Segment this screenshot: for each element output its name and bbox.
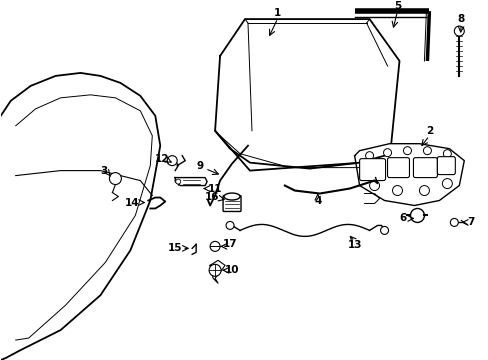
Circle shape bbox=[380, 226, 388, 234]
Text: 13: 13 bbox=[346, 240, 361, 250]
Circle shape bbox=[383, 149, 391, 157]
Circle shape bbox=[423, 147, 430, 155]
Text: 5: 5 bbox=[393, 1, 400, 11]
Circle shape bbox=[442, 179, 451, 189]
Text: 7: 7 bbox=[467, 217, 474, 228]
Text: 9: 9 bbox=[196, 161, 203, 171]
Circle shape bbox=[209, 264, 221, 276]
Circle shape bbox=[109, 172, 121, 185]
Polygon shape bbox=[354, 144, 463, 206]
Circle shape bbox=[365, 152, 373, 159]
Circle shape bbox=[225, 221, 234, 229]
Text: 2: 2 bbox=[425, 126, 432, 136]
Circle shape bbox=[443, 150, 450, 158]
Text: 10: 10 bbox=[224, 265, 239, 275]
Circle shape bbox=[409, 208, 424, 222]
Circle shape bbox=[403, 147, 410, 155]
Polygon shape bbox=[1, 73, 160, 360]
Text: 3: 3 bbox=[100, 166, 107, 176]
Circle shape bbox=[419, 185, 428, 195]
FancyBboxPatch shape bbox=[413, 158, 436, 177]
Text: 11: 11 bbox=[207, 184, 222, 194]
Circle shape bbox=[392, 185, 402, 195]
Ellipse shape bbox=[224, 193, 240, 200]
Text: 1: 1 bbox=[274, 8, 281, 18]
Text: 16: 16 bbox=[204, 192, 219, 202]
Text: 17: 17 bbox=[222, 239, 237, 249]
Text: 6: 6 bbox=[399, 213, 407, 224]
Text: 12: 12 bbox=[155, 154, 169, 164]
FancyBboxPatch shape bbox=[359, 159, 385, 181]
Polygon shape bbox=[175, 177, 207, 185]
Text: 8: 8 bbox=[457, 14, 464, 24]
Circle shape bbox=[210, 242, 220, 251]
Text: 15: 15 bbox=[168, 243, 182, 253]
Circle shape bbox=[167, 156, 177, 166]
FancyBboxPatch shape bbox=[387, 158, 408, 177]
FancyBboxPatch shape bbox=[436, 157, 454, 175]
Circle shape bbox=[453, 26, 463, 36]
Text: 14: 14 bbox=[125, 198, 140, 207]
Circle shape bbox=[369, 181, 379, 190]
Text: 4: 4 bbox=[313, 195, 321, 206]
FancyBboxPatch shape bbox=[223, 195, 241, 211]
Circle shape bbox=[449, 219, 457, 226]
Polygon shape bbox=[215, 19, 399, 171]
Circle shape bbox=[175, 179, 181, 184]
